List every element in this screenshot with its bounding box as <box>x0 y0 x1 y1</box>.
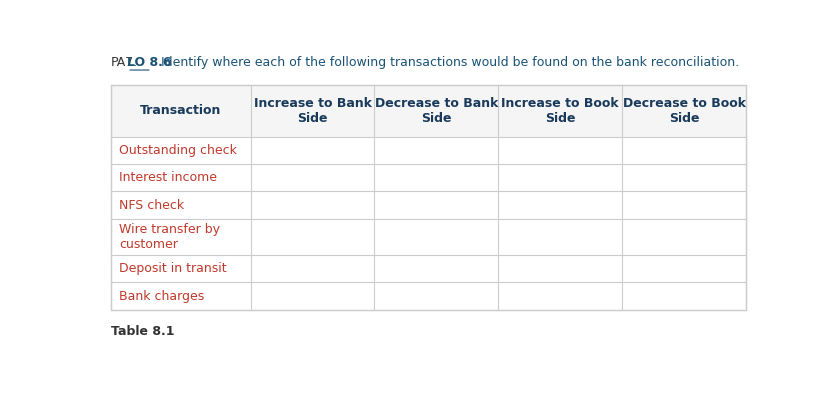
Text: Deposit in transit: Deposit in transit <box>119 262 227 275</box>
Text: Decrease to Book
Side: Decrease to Book Side <box>623 97 746 125</box>
Text: LO 8.6: LO 8.6 <box>127 56 171 69</box>
Text: Increase to Book
Side: Increase to Book Side <box>502 97 619 125</box>
Text: Identify where each of the following transactions would be found on the bank rec: Identify where each of the following tra… <box>153 56 739 69</box>
Text: Decrease to Bank
Side: Decrease to Bank Side <box>375 97 498 125</box>
Text: Wire transfer by
customer: Wire transfer by customer <box>119 223 220 251</box>
Text: Table 8.1: Table 8.1 <box>111 325 175 338</box>
Text: Interest income: Interest income <box>119 171 217 184</box>
Text: Bank charges: Bank charges <box>119 290 204 303</box>
Text: Transaction: Transaction <box>140 104 222 117</box>
Text: PA7.: PA7. <box>111 56 138 69</box>
Text: NFS check: NFS check <box>119 199 184 212</box>
Text: Outstanding check: Outstanding check <box>119 144 237 157</box>
Text: Increase to Bank
Side: Increase to Bank Side <box>253 97 371 125</box>
